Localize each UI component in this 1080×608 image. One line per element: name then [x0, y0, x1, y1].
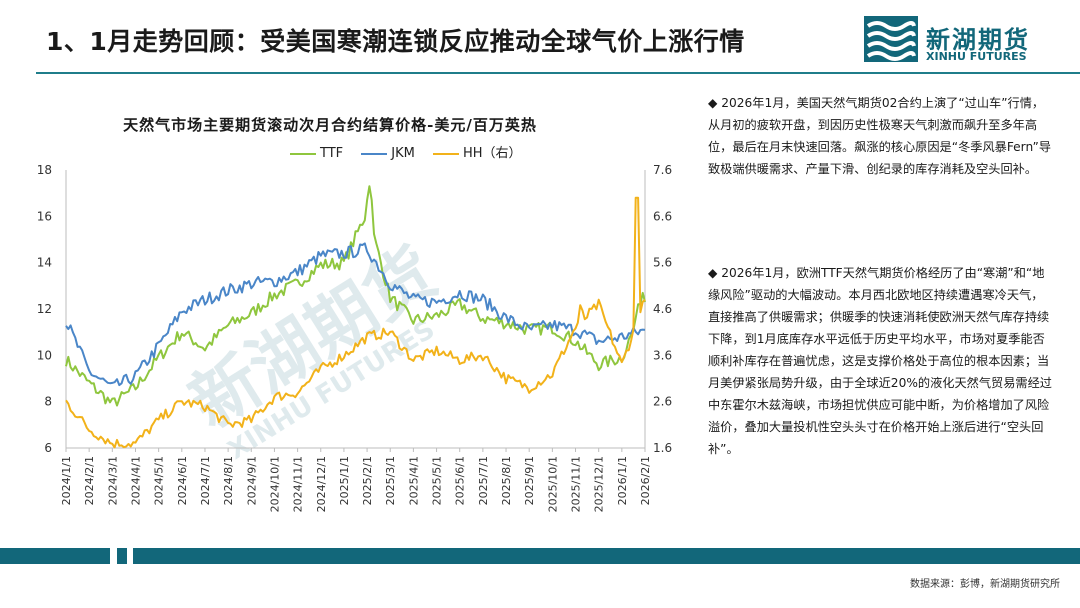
- x-tick-label: 2024/1/1: [60, 456, 73, 505]
- chart-plot: 新湖期货 XINHU FUTURES 6 8 10 12 14 16 18 1.6 2.6 3.…: [37, 163, 672, 512]
- logo-waves-icon: [864, 16, 918, 62]
- commentary-eu-body: 2026年1月，欧洲TTF天然气期货价格经历了由“寒潮”和“地缘风险”驱动的大幅…: [708, 266, 1052, 456]
- x-tick-label: 2025/11/1: [570, 456, 583, 512]
- x-tick-label: 2025/8/1: [500, 456, 513, 505]
- y-left-tick-label: 14: [37, 256, 52, 270]
- x-tick-label: 2024/4/1: [129, 456, 142, 505]
- y-right-tick-label: 4.6: [653, 302, 672, 316]
- x-tick-label: 2025/5/1: [431, 456, 444, 505]
- x-tick-label: 2024/5/1: [153, 456, 166, 505]
- commentary-us-body: 2026年1月，美国天然气期货02合约上演了“过山车”行情，从月初的疲软开盘，到…: [708, 96, 1052, 176]
- x-tick-label: 2025/1/1: [338, 456, 351, 505]
- legend-jkm-swatch: [361, 152, 388, 155]
- price-chart: 天然气市场主要期货滚动次月合约结算价格-美元/百万英热 TTF JKM HH（右…: [20, 100, 692, 530]
- bullet-icon: ◆: [708, 96, 718, 110]
- series-line-hh: [65, 196, 646, 449]
- legend-hh-label: HH（右）: [463, 146, 522, 161]
- footer-bar-segment: [133, 548, 1080, 564]
- y-right-tick-label: 1.6: [653, 441, 672, 455]
- logo-name-en: XINHU FUTURES: [926, 50, 1027, 63]
- y-left-tick-label: 10: [37, 348, 52, 362]
- x-tick-label: 2024/11/1: [292, 456, 305, 512]
- y-left-tick-label: 8: [44, 395, 52, 409]
- x-tick-label: 2025/7/1: [477, 456, 490, 505]
- y-right-tick-label: 2.6: [653, 395, 672, 409]
- logo-name-cn: 新湖期货: [926, 26, 1030, 54]
- x-tick-label: 2024/9/1: [245, 456, 258, 505]
- commentary-us: ◆ 2026年1月，美国天然气期货02合约上演了“过山车”行情，从月初的疲软开盘…: [708, 92, 1052, 180]
- x-tick-label: 2024/3/1: [106, 456, 119, 505]
- title-divider: [36, 72, 1080, 74]
- page-title: 1、1月走势回顾：受美国寒潮连锁反应推动全球气价上涨行情: [46, 27, 745, 56]
- legend-jkm-label: JKM: [391, 146, 415, 161]
- x-tick-label: 2024/7/1: [199, 456, 212, 505]
- bullet-icon: ◆: [708, 266, 718, 280]
- legend-ttf: TTF: [290, 146, 343, 161]
- x-tick-label: 2024/6/1: [176, 456, 189, 505]
- y-right-tick-label: 5.6: [653, 256, 672, 270]
- x-tick-label: 2025/4/1: [407, 456, 420, 505]
- x-tick-label: 2025/3/1: [384, 456, 397, 505]
- data-source: 数据来源：彭博，新湖期货研究所: [910, 579, 1060, 590]
- x-tick-label: 2024/10/1: [268, 456, 281, 512]
- footer-bar: [0, 548, 1080, 564]
- x-tick-label: 2025/12/1: [593, 456, 606, 512]
- y-right-tick-label: 3.6: [653, 348, 672, 362]
- y-left-tick-label: 16: [37, 209, 52, 223]
- chart-legend: TTF JKM HH（右）: [290, 142, 536, 161]
- x-tick-label: 2026/1/1: [616, 456, 629, 505]
- commentary-eu-text: ◆ 2026年1月，欧洲TTF天然气期货价格经历了由“寒潮”和“地缘风险”驱动的…: [708, 262, 1052, 460]
- legend-hh-swatch: [433, 152, 459, 155]
- footer-bar-segment: [0, 548, 110, 564]
- x-tick-label: 2024/12/1: [315, 456, 328, 512]
- y-left-tick-label: 12: [37, 302, 52, 316]
- brand-logo: 新湖期货 XINHU FUTURES: [864, 16, 1044, 66]
- legend-ttf-swatch: [290, 152, 316, 155]
- y-right-tick-label: 7.6: [653, 163, 672, 177]
- legend-jkm: JKM: [361, 146, 415, 161]
- x-tick-label: 2026/2/1: [639, 456, 652, 505]
- commentary-eu: ◆ 2026年1月，欧洲TTF天然气期货价格经历了由“寒潮”和“地缘风险”驱动的…: [708, 262, 1052, 460]
- chart-title: 天然气市场主要期货滚动次月合约结算价格-美元/百万英热: [123, 116, 537, 134]
- x-tick-label: 2024/8/1: [222, 456, 235, 505]
- y-left-tick-label: 6: [44, 441, 52, 455]
- legend-ttf-label: TTF: [320, 146, 344, 161]
- x-tick-label: 2025/2/1: [361, 456, 374, 505]
- y-right-tick-label: 6.6: [653, 209, 672, 223]
- x-tick-label: 2024/2/1: [83, 456, 96, 505]
- y-left-tick-label: 18: [37, 163, 52, 177]
- x-tick-label: 2025/10/1: [546, 456, 559, 512]
- legend-hh: HH（右）: [433, 142, 522, 161]
- x-tick-label: 2025/9/1: [523, 456, 536, 505]
- commentary-us-text: ◆ 2026年1月，美国天然气期货02合约上演了“过山车”行情，从月初的疲软开盘…: [708, 92, 1052, 180]
- watermark: 新湖期货 XINHU FUTURES: [177, 233, 450, 466]
- footer-bar-segment: [117, 548, 127, 564]
- series-line-jkm: [65, 242, 646, 387]
- x-tick-label: 2025/6/1: [454, 456, 467, 505]
